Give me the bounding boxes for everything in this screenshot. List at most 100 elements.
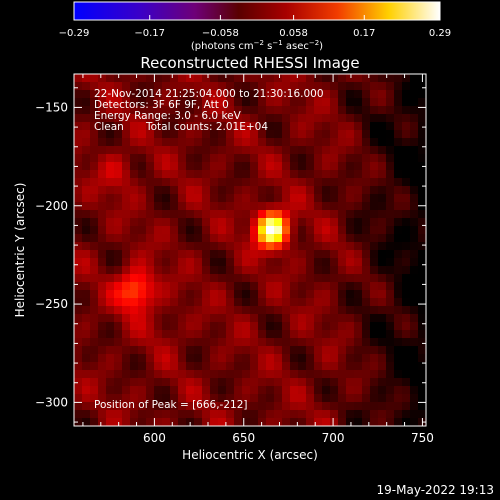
heatmap-cell bbox=[298, 314, 307, 323]
heatmap-cell bbox=[162, 410, 171, 419]
heatmap-cell bbox=[114, 154, 123, 163]
heatmap-cell bbox=[194, 194, 203, 203]
heatmap-cell bbox=[290, 274, 299, 283]
heatmap-cell bbox=[362, 98, 371, 107]
heatmap-cell bbox=[74, 298, 83, 307]
heatmap-cell bbox=[202, 98, 211, 107]
heatmap-cell bbox=[106, 242, 115, 251]
heatmap-cell bbox=[210, 362, 219, 371]
heatmap-cell bbox=[162, 138, 171, 147]
heatmap-cell bbox=[402, 402, 411, 411]
heatmap-cell bbox=[314, 346, 323, 355]
heatmap-cell bbox=[290, 282, 299, 291]
heatmap-cell bbox=[234, 106, 243, 115]
heatmap-cell bbox=[298, 266, 307, 275]
heatmap-cell bbox=[418, 346, 426, 355]
heatmap-cell bbox=[146, 354, 155, 363]
heatmap-cell bbox=[98, 250, 107, 259]
heatmap-cell bbox=[274, 194, 283, 203]
heatmap-cell bbox=[274, 250, 283, 259]
heatmap-cell bbox=[274, 274, 283, 283]
heatmap-cell bbox=[298, 154, 307, 163]
heatmap-cell bbox=[370, 266, 379, 275]
heatmap-cell bbox=[322, 410, 331, 419]
heatmap-cell bbox=[242, 202, 251, 211]
heatmap-cell bbox=[146, 250, 155, 259]
heatmap-cell bbox=[226, 98, 235, 107]
heatmap-cell bbox=[162, 298, 171, 307]
heatmap-cell bbox=[402, 410, 411, 419]
heatmap-cell bbox=[362, 226, 371, 235]
heatmap-cell bbox=[90, 402, 99, 411]
heatmap-cell bbox=[378, 194, 387, 203]
heatmap-cell bbox=[154, 330, 163, 339]
heatmap-cell bbox=[330, 378, 339, 387]
heatmap-cell bbox=[154, 314, 163, 323]
heatmap-cell bbox=[298, 90, 307, 99]
heatmap-cell bbox=[82, 242, 91, 251]
heatmap-cell bbox=[98, 346, 107, 355]
colorbar-tick-label: −0.29 bbox=[59, 28, 90, 39]
heatmap-cell bbox=[338, 122, 347, 131]
heatmap-cell bbox=[218, 98, 227, 107]
heatmap-cell bbox=[362, 290, 371, 299]
heatmap-cell bbox=[74, 362, 83, 371]
heatmap-cell bbox=[98, 314, 107, 323]
heatmap-cell bbox=[186, 330, 195, 339]
heatmap-cell bbox=[162, 402, 171, 411]
heatmap-cell bbox=[282, 178, 291, 187]
heatmap-cell bbox=[138, 202, 147, 211]
heatmap-cell bbox=[178, 138, 187, 147]
heatmap-cell bbox=[130, 354, 139, 363]
heatmap-cell bbox=[386, 74, 395, 83]
heatmap-cell bbox=[338, 178, 347, 187]
heatmap-cell bbox=[346, 282, 355, 291]
heatmap-cell bbox=[394, 98, 403, 107]
heatmap-cell bbox=[82, 210, 91, 219]
heatmap-cell bbox=[418, 98, 426, 107]
heatmap-cell bbox=[226, 202, 235, 211]
heatmap-cell bbox=[298, 178, 307, 187]
heatmap-cell bbox=[378, 226, 387, 235]
heatmap-cell bbox=[122, 146, 131, 155]
heatmap-cell bbox=[386, 266, 395, 275]
heatmap-cell bbox=[82, 170, 91, 179]
heatmap-cell bbox=[114, 178, 123, 187]
heatmap-cell bbox=[362, 202, 371, 211]
heatmap-cell bbox=[170, 370, 179, 379]
heatmap-cell bbox=[266, 314, 275, 323]
heatmap-cell bbox=[266, 274, 275, 283]
heatmap-cell bbox=[410, 322, 419, 331]
heatmap-cell bbox=[394, 290, 403, 299]
heatmap-cell bbox=[98, 274, 107, 283]
heatmap-cell bbox=[410, 218, 419, 227]
heatmap-cell bbox=[170, 74, 179, 83]
heatmap-cell bbox=[226, 386, 235, 395]
heatmap-cell bbox=[394, 114, 403, 123]
heatmap-cell bbox=[322, 202, 331, 211]
heatmap-cell bbox=[186, 314, 195, 323]
heatmap-cell bbox=[370, 306, 379, 315]
heatmap-cell bbox=[322, 162, 331, 171]
heatmap-cell bbox=[122, 218, 131, 227]
heatmap-cell bbox=[194, 90, 203, 99]
heatmap-cell bbox=[394, 82, 403, 91]
heatmap-cell bbox=[282, 274, 291, 283]
heatmap-cell bbox=[98, 242, 107, 251]
heatmap-cell bbox=[370, 258, 379, 267]
heatmap-cell bbox=[138, 394, 147, 403]
heatmap-cell bbox=[138, 386, 147, 395]
heatmap-cell bbox=[266, 290, 275, 299]
heatmap-cell bbox=[250, 98, 259, 107]
heatmap-cell bbox=[234, 378, 243, 387]
heatmap-cell bbox=[114, 82, 123, 91]
heatmap-cell bbox=[138, 402, 147, 411]
heatmap-cell bbox=[410, 90, 419, 99]
heatmap-cell bbox=[114, 290, 123, 299]
heatmap-cell bbox=[154, 290, 163, 299]
heatmap-cell bbox=[378, 98, 387, 107]
heatmap-cell bbox=[146, 226, 155, 235]
heatmap-cell bbox=[410, 362, 419, 371]
heatmap-cell bbox=[330, 362, 339, 371]
heatmap-cell bbox=[394, 106, 403, 115]
